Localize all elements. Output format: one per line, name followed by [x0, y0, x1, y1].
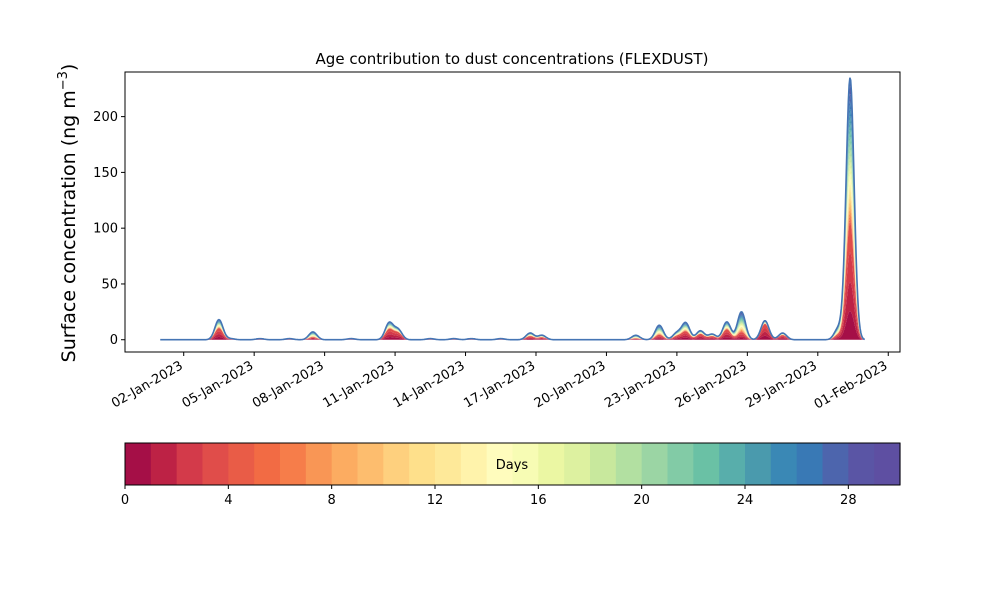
- colorbar-label: Days: [496, 458, 529, 473]
- colorbar-swatch: [615, 443, 643, 485]
- y-axis: 0 50 100 150 200: [93, 110, 125, 348]
- colorbar-swatch: [305, 443, 333, 485]
- colorbar-swatch: [719, 443, 746, 485]
- total-concentration-line: [160, 77, 866, 341]
- plot-frame: [124, 71, 901, 353]
- colorbar-swatch: [486, 443, 514, 485]
- chart-title: Age contribution to dust concentrations …: [316, 50, 709, 68]
- y-tick-label: 150: [93, 166, 118, 181]
- colorbar-swatch: [874, 443, 901, 485]
- colorbar-swatch: [409, 443, 436, 485]
- y-tick-label: 50: [101, 277, 118, 292]
- colorbar-swatch: [228, 443, 255, 485]
- colorbar-swatch: [770, 443, 798, 485]
- colorbar-swatch: [590, 443, 617, 485]
- colorbar: 0 4 8 12 16 20 24 28: [121, 442, 901, 508]
- y-tick-label: 0: [110, 333, 118, 348]
- colorbar-tick-label: 4: [224, 493, 232, 508]
- colorbar-tick-label: 20: [633, 493, 650, 508]
- colorbar-swatch: [125, 443, 152, 485]
- colorbar-swatch: [357, 443, 384, 485]
- colorbar-swatch: [848, 443, 875, 485]
- colorbar-swatch: [745, 443, 772, 485]
- colorbar-tick-label: 16: [530, 493, 547, 508]
- colorbar-swatch: [460, 443, 488, 485]
- colorbar-tick-label: 0: [121, 493, 129, 508]
- colorbar-tick-label: 12: [427, 493, 444, 508]
- colorbar-swatch: [822, 443, 849, 485]
- colorbar-swatch: [176, 443, 204, 485]
- colorbar-swatch: [383, 443, 410, 485]
- colorbar-swatch: [667, 443, 694, 485]
- colorbar-swatch: [435, 443, 462, 485]
- colorbar-swatch: [280, 443, 307, 485]
- y-tick-label: 100: [93, 222, 118, 237]
- colorbar-frame: [124, 442, 901, 486]
- colorbar-tick-label: 8: [328, 493, 336, 508]
- colorbar-swatch: [331, 443, 359, 485]
- colorbar-swatch: [538, 443, 565, 485]
- y-tick-label: 200: [93, 110, 118, 125]
- colorbar-swatch: [796, 443, 824, 485]
- colorbar-swatch: [202, 443, 229, 485]
- colorbar-swatch: [150, 443, 178, 485]
- colorbar-tick-label: 28: [840, 493, 857, 508]
- colorbar-swatch: [512, 443, 539, 485]
- plot-area: [160, 77, 866, 341]
- colorbar-swatch: [564, 443, 591, 485]
- y-axis-label: Surface concentration (ng m−3): [56, 64, 80, 363]
- colorbar-tick-label: 24: [737, 493, 754, 508]
- colorbar-swatch: [254, 443, 281, 485]
- colorbar-swatch: [693, 443, 720, 485]
- colorbar-swatch: [641, 443, 669, 485]
